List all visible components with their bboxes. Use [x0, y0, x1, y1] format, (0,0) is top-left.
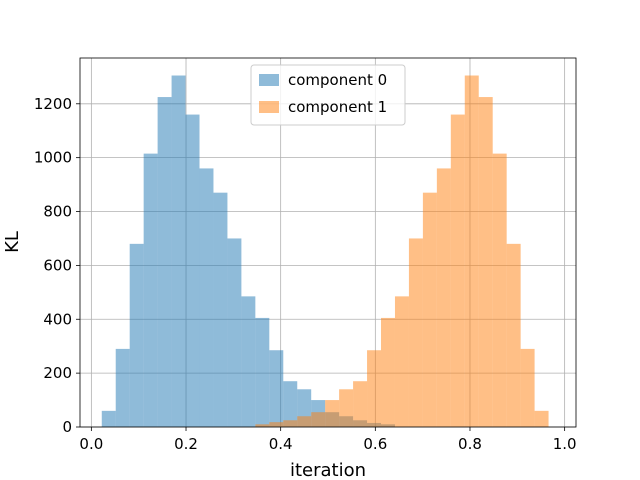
histogram-bar [241, 296, 256, 427]
y-tick-label: 1000 [34, 149, 72, 167]
histogram-bar [199, 168, 214, 427]
x-tick-label: 0.2 [174, 435, 198, 453]
y-tick-label: 400 [43, 310, 72, 328]
histogram-bar [115, 348, 130, 427]
legend-swatch [259, 101, 279, 113]
histogram-bar [157, 97, 172, 427]
series-0-bars [101, 75, 395, 428]
y-tick-label: 800 [43, 203, 72, 221]
histogram-bar [534, 410, 549, 427]
histogram-bar [269, 350, 284, 427]
histogram-bar [339, 389, 354, 427]
histogram-bar [185, 114, 200, 427]
legend-swatch [259, 74, 279, 86]
histogram-bar [436, 168, 451, 427]
y-axis-label: KL [2, 231, 23, 253]
legend-label: component 0 [288, 71, 387, 89]
x-tick-label: 0.6 [363, 435, 387, 453]
histogram-bar [325, 400, 340, 427]
y-tick-label: 600 [43, 256, 72, 274]
histogram-bar [478, 97, 493, 427]
histogram-bar [101, 410, 116, 427]
y-tick-label: 1200 [34, 95, 72, 113]
histogram-bar [269, 422, 284, 427]
histogram-bar [227, 238, 242, 427]
series-1-bars [255, 75, 549, 428]
legend-label: component 1 [288, 98, 387, 116]
histogram-bar [353, 381, 368, 427]
histogram-bar [283, 381, 298, 427]
x-tick-label: 0.4 [269, 435, 293, 453]
axis-ticks: 0.0 0.2 0.4 0.6 0.8 1.0 0 200 400 600 800 1000 1200 [34, 95, 577, 453]
histogram-bar [520, 348, 535, 427]
x-tick-label: 0.0 [79, 435, 103, 453]
histogram-bar [255, 317, 270, 427]
legend-box [250, 64, 406, 126]
histogram-bar [506, 243, 521, 427]
histogram-bar [408, 238, 423, 427]
histogram-bar [171, 75, 186, 428]
histogram-bar [381, 317, 395, 427]
y-tick-label: 0 [62, 418, 72, 436]
legend: component 0 component 1 [250, 64, 406, 126]
plot-frame [79, 57, 577, 428]
histogram-bar [255, 424, 270, 427]
histogram-bars [101, 75, 549, 428]
histogram-bar [143, 153, 158, 427]
histogram-bar [213, 192, 228, 427]
x-tick-label: 1.0 [553, 435, 577, 453]
histogram-bar [422, 192, 437, 427]
x-axis-label: iteration [290, 460, 366, 480]
histogram-bar [450, 114, 465, 427]
x-tick-label: 0.8 [458, 435, 482, 453]
histogram-bar [297, 416, 312, 427]
histogram-bar [283, 420, 298, 427]
histogram-bar [311, 412, 326, 427]
histogram-bar [464, 75, 479, 428]
histogram-bar [492, 153, 507, 427]
histogram-bar [129, 243, 144, 427]
y-tick-label: 200 [43, 364, 72, 382]
histogram-bar [394, 296, 409, 427]
histogram-bar [367, 350, 382, 427]
